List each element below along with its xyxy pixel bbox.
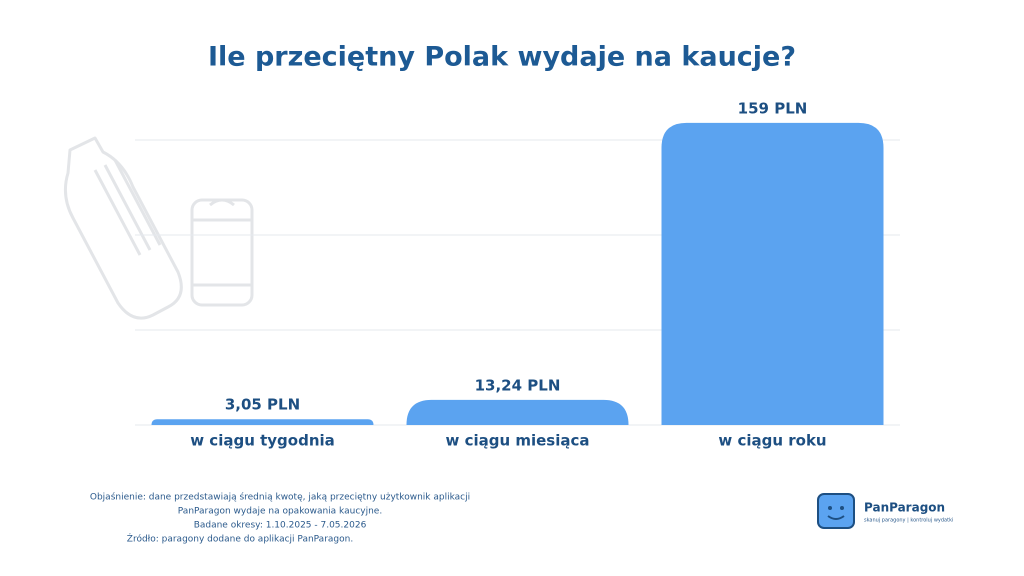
x-tick-label: w ciągu roku bbox=[718, 432, 826, 450]
illustration bbox=[63, 136, 254, 320]
x-tick-label: w ciągu miesiąca bbox=[445, 432, 589, 450]
data-label: 159 PLN bbox=[738, 99, 808, 117]
note: Badane okresy: 1.10.2025 - 7.05.2026 bbox=[194, 521, 367, 531]
note: PanParagon wydaje na opakowania kaucyjne… bbox=[178, 507, 382, 517]
footnote: Objaśnienie: dane przedstawiają średnią … bbox=[90, 492, 470, 545]
x-tick-label: w ciągu tygodnia bbox=[190, 432, 335, 450]
note: Źródło: paragony dodane do aplikacji Pan… bbox=[127, 533, 353, 545]
bar bbox=[406, 399, 629, 425]
logo-name: PanParagon bbox=[864, 501, 945, 515]
chart-title: Ile przeciętny Polak wydaje na kaucje? bbox=[208, 42, 796, 73]
bar bbox=[151, 419, 374, 425]
note: Objaśnienie: dane przedstawiają średnią … bbox=[90, 492, 470, 503]
data-label: 13,24 PLN bbox=[475, 376, 561, 394]
data-label: 3,05 PLN bbox=[225, 396, 300, 414]
bar bbox=[661, 122, 884, 426]
logo-tagline: skanuj paragony | kontroluj wydatki bbox=[864, 518, 953, 524]
logo: PanParagon skanuj paragony | kontroluj w… bbox=[817, 493, 953, 529]
